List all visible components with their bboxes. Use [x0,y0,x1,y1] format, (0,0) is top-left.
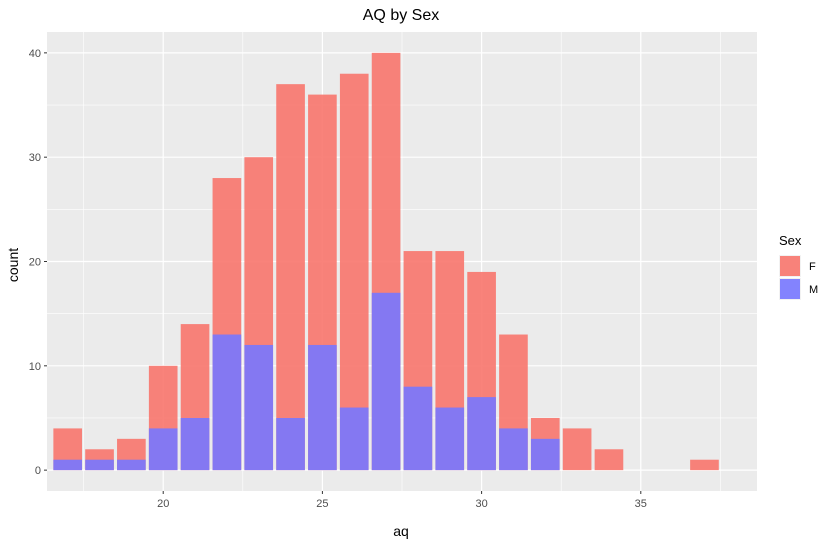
y-axis-title: count [5,248,21,282]
bar-m-32 [530,438,560,471]
x-tick-label: 25 [316,498,328,510]
bar-f-24 [276,84,305,471]
bar-m-17 [53,459,83,471]
bar-m-23 [244,344,274,471]
bar-m-28 [403,386,433,471]
chart-title: AQ by Sex [363,7,439,24]
legend-label-m: M [809,284,818,296]
bar-f-37 [690,459,719,471]
bar-m-25 [308,344,337,471]
bar-m-27 [371,292,401,471]
legend: Sex FM [779,233,818,300]
legend-title: Sex [779,233,802,248]
bar-m-21 [180,417,210,471]
bar-f-34 [594,449,624,471]
bar-m-30 [467,397,496,471]
y-tick-label: 10 [29,361,41,373]
bar-m-24 [276,417,305,471]
bar-m-20 [148,428,178,471]
y-tick-label: 30 [29,152,41,164]
legend-swatch-m [780,279,800,299]
y-tick-label: 0 [35,465,41,477]
bar-m-19 [117,459,146,471]
x-tick-label: 35 [635,498,647,510]
y-tick-label: 20 [29,257,41,269]
bar-m-26 [339,407,369,471]
bars [53,52,719,471]
x-tick-label: 20 [157,498,169,510]
y-tick-label: 40 [29,48,41,60]
bar-f-33 [562,428,592,471]
bar-m-31 [499,428,528,471]
bar-m-22 [212,334,242,471]
x-tick-label: 30 [475,498,487,510]
x-axis: 20 25 30 35 [157,491,647,510]
bar-m-18 [85,459,114,471]
legend-swatch-f [780,256,800,276]
y-axis: 0 10 20 30 40 [29,48,47,477]
bar-m-29 [435,407,465,471]
legend-label-f: F [809,261,816,273]
x-axis-title: aq [393,523,409,539]
bar-f-26 [339,73,369,471]
